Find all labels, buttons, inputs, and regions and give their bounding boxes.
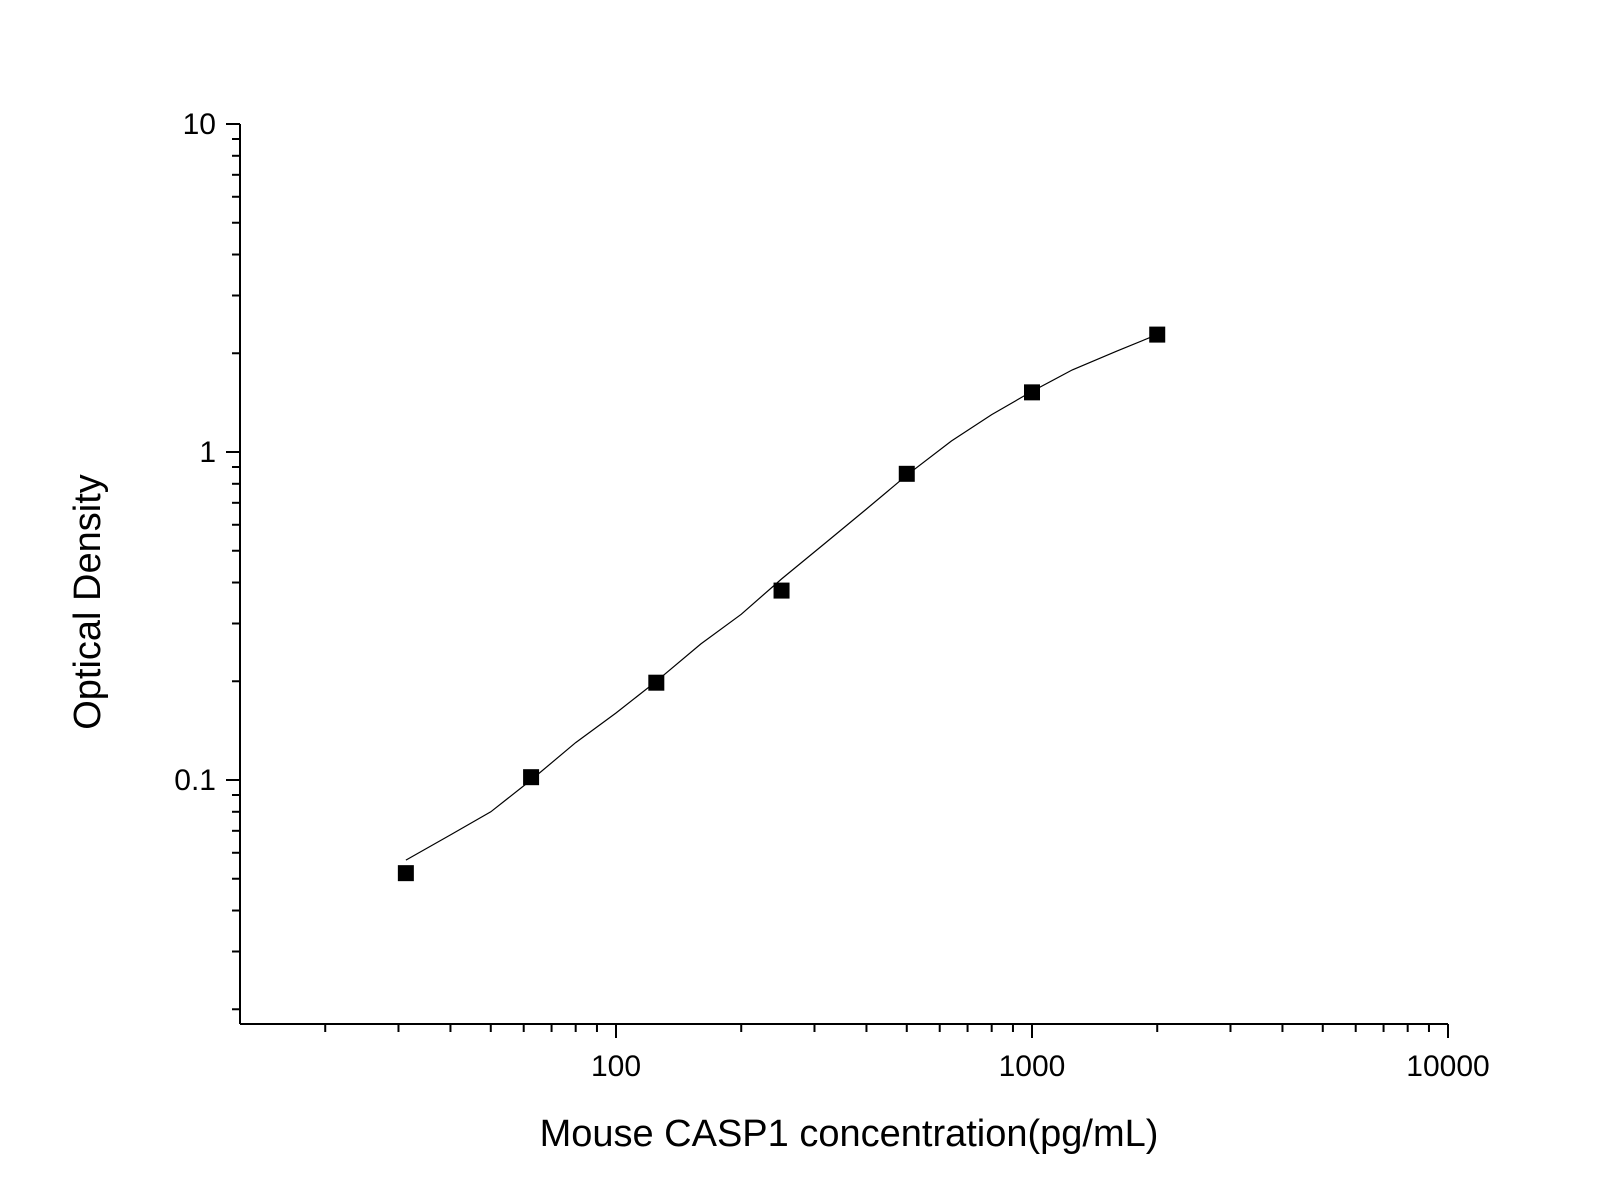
x-tick-label: 100 bbox=[591, 1050, 641, 1083]
x-tick-label: 10000 bbox=[1406, 1050, 1489, 1083]
data-point bbox=[1024, 384, 1040, 401]
data-point bbox=[523, 769, 540, 786]
y-tick-label: 1 bbox=[199, 436, 216, 469]
x-axis-tick-labels: 100 1000 10000 bbox=[591, 1050, 1490, 1083]
x-axis-title: Mouse CASP1 concentration(pg/mL) bbox=[540, 1113, 1159, 1155]
data-points bbox=[397, 326, 1166, 882]
y-axis-tick-labels: 0.1 1 10 bbox=[174, 108, 216, 797]
y-tick-label: 0.1 bbox=[174, 764, 216, 797]
plot-area: 100 1000 10000 0.1 1 10 bbox=[174, 108, 1489, 1083]
data-point bbox=[648, 674, 665, 691]
data-point bbox=[898, 465, 915, 482]
data-point bbox=[773, 582, 790, 599]
data-point bbox=[1149, 326, 1166, 343]
y-axis-ticks bbox=[226, 123, 240, 1011]
x-axis-ticks bbox=[324, 1024, 1449, 1038]
y-tick-label: 10 bbox=[183, 108, 216, 141]
y-axis-title: Optical Density bbox=[67, 474, 109, 730]
data-point bbox=[397, 865, 414, 882]
x-tick-label: 1000 bbox=[999, 1050, 1066, 1083]
